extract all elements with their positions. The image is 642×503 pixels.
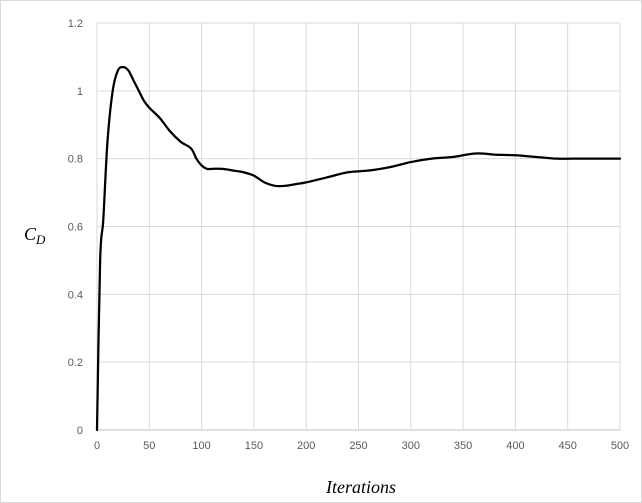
x-tick-label: 150: [245, 440, 263, 452]
y-tick-label: 0.2: [68, 357, 83, 369]
y-tick-label: 0.4: [68, 289, 83, 301]
x-tick-label: 0: [94, 440, 100, 452]
y-tick-label: 0.8: [68, 154, 83, 166]
x-tick-label: 350: [454, 440, 472, 452]
y-tick-label: 0: [77, 425, 83, 437]
y-tick-labels: 0 0.2 0.4 0.6 0.8 1 1.2: [68, 18, 83, 437]
x-tick-label: 400: [506, 440, 524, 452]
grid-lines: [96, 22, 621, 431]
y-tick-label: 1: [77, 86, 83, 98]
y-axis-title-subscript: D: [35, 232, 46, 247]
x-tick-label: 300: [402, 440, 420, 452]
x-tick-label: 450: [559, 440, 577, 452]
x-tick-labels: 0 50 100 150 200 250 300 350 400 450 500: [94, 440, 629, 452]
x-tick-label: 200: [297, 440, 315, 452]
y-tick-label: 1.2: [68, 18, 83, 30]
x-tick-label: 500: [611, 440, 629, 452]
y-axis-title-main: C: [24, 224, 37, 244]
y-axis-title: CD: [24, 224, 46, 247]
x-tick-label: 50: [143, 440, 155, 452]
series-line-cd: [95, 65, 622, 432]
x-tick-label: 250: [349, 440, 367, 452]
x-tick-label: 100: [192, 440, 210, 452]
y-tick-label: 0.6: [68, 222, 83, 234]
x-axis-title: Iterations: [325, 477, 396, 497]
